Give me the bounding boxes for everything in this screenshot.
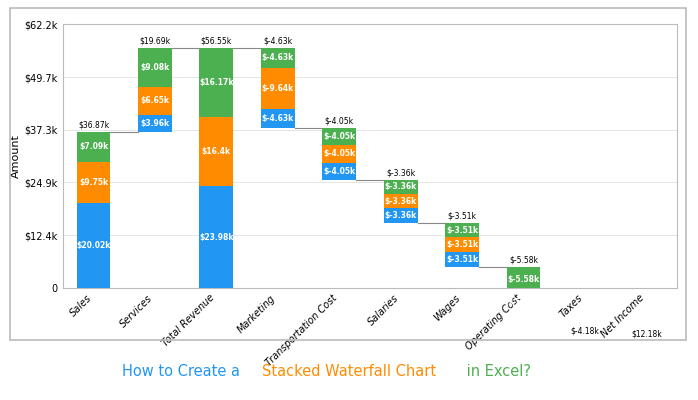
Bar (322, 128, 356, 145)
Bar (445, 252, 479, 267)
Bar (630, 358, 663, 374)
Text: $-4.18k: $-4.18k (569, 343, 601, 352)
Text: $6.65k: $6.65k (140, 96, 170, 105)
Text: $19.69k: $19.69k (140, 36, 170, 46)
Text: $-5.58k: $-5.58k (507, 322, 540, 331)
Bar (384, 194, 417, 208)
Text: $-4.63k: $-4.63k (262, 114, 294, 123)
Bar (322, 162, 356, 180)
Text: $-3.51k: $-3.51k (446, 240, 478, 249)
Text: $-5.58k: $-5.58k (507, 274, 540, 284)
Text: $-3.36k: $-3.36k (385, 182, 417, 191)
Text: in Excel?: in Excel? (463, 364, 531, 380)
Bar (507, 315, 540, 338)
Y-axis label: Amount: Amount (10, 134, 20, 178)
Bar (77, 132, 110, 162)
Text: $-4.05k: $-4.05k (325, 117, 354, 126)
Text: $3.8k: $3.8k (634, 345, 658, 354)
Bar (507, 267, 540, 291)
Text: $-3.51k: $-3.51k (447, 211, 477, 220)
Bar (630, 341, 663, 358)
Text: $-5.58k: $-5.58k (509, 256, 538, 265)
Bar (322, 145, 356, 162)
Bar (138, 48, 172, 86)
Bar (200, 186, 233, 288)
Text: $-3.36k: $-3.36k (386, 168, 415, 177)
Bar (261, 68, 295, 108)
Text: $-4.63k: $-4.63k (262, 53, 294, 62)
Text: $-3.36k: $-3.36k (385, 211, 417, 220)
Bar (200, 117, 233, 186)
Bar (568, 338, 602, 356)
Text: $-9.64k: $-9.64k (262, 84, 294, 92)
Text: $3.96k: $3.96k (140, 119, 170, 128)
Text: $-3.51k: $-3.51k (446, 226, 478, 234)
Bar (384, 180, 417, 194)
Text: $7.09k: $7.09k (79, 142, 108, 151)
Bar (445, 222, 479, 238)
Bar (138, 115, 172, 132)
Text: $5.51k: $5.51k (632, 381, 661, 390)
Text: $-5.46k: $-5.46k (569, 363, 601, 372)
Text: $20.02k: $20.02k (76, 241, 111, 250)
Bar (261, 48, 295, 68)
Text: $36.87k: $36.87k (78, 120, 109, 129)
Text: $-5.58k: $-5.58k (507, 298, 540, 307)
Bar (77, 203, 110, 288)
Bar (568, 379, 602, 397)
Text: $12.18k: $12.18k (631, 330, 662, 339)
Text: $-4.05k: $-4.05k (323, 150, 355, 158)
Text: How to Create a Stacked Waterfall Chart in Excel?: How to Create a Stacked Waterfall Chart … (166, 364, 532, 380)
Text: $9.08k: $9.08k (140, 63, 170, 72)
Bar (568, 356, 602, 379)
Bar (200, 48, 233, 117)
Text: $-4.05k: $-4.05k (323, 167, 355, 176)
Text: How to Create a: How to Create a (122, 364, 245, 380)
Text: $3.8k: $3.8k (634, 361, 658, 370)
Text: $-3.36k: $-3.36k (385, 197, 417, 206)
Text: $56.55k: $56.55k (201, 36, 232, 46)
Text: $9.75k: $9.75k (79, 178, 108, 187)
Text: $16.4k: $16.4k (202, 147, 231, 156)
Text: $-4.18k: $-4.18k (569, 384, 601, 392)
Bar (384, 208, 417, 222)
Bar (630, 374, 663, 397)
Text: Stacked Waterfall Chart: Stacked Waterfall Chart (262, 364, 436, 380)
Bar (77, 162, 110, 203)
Text: $-4.63k: $-4.63k (263, 36, 292, 46)
Bar (507, 291, 540, 315)
Text: $16.17k: $16.17k (199, 78, 234, 87)
Text: $-4.18k: $-4.18k (570, 327, 600, 336)
Text: $23.98k: $23.98k (199, 233, 234, 242)
Bar (138, 86, 172, 115)
Text: $-3.51k: $-3.51k (446, 255, 478, 264)
Bar (261, 108, 295, 128)
Text: $-4.05k: $-4.05k (323, 132, 355, 141)
Bar (445, 238, 479, 252)
